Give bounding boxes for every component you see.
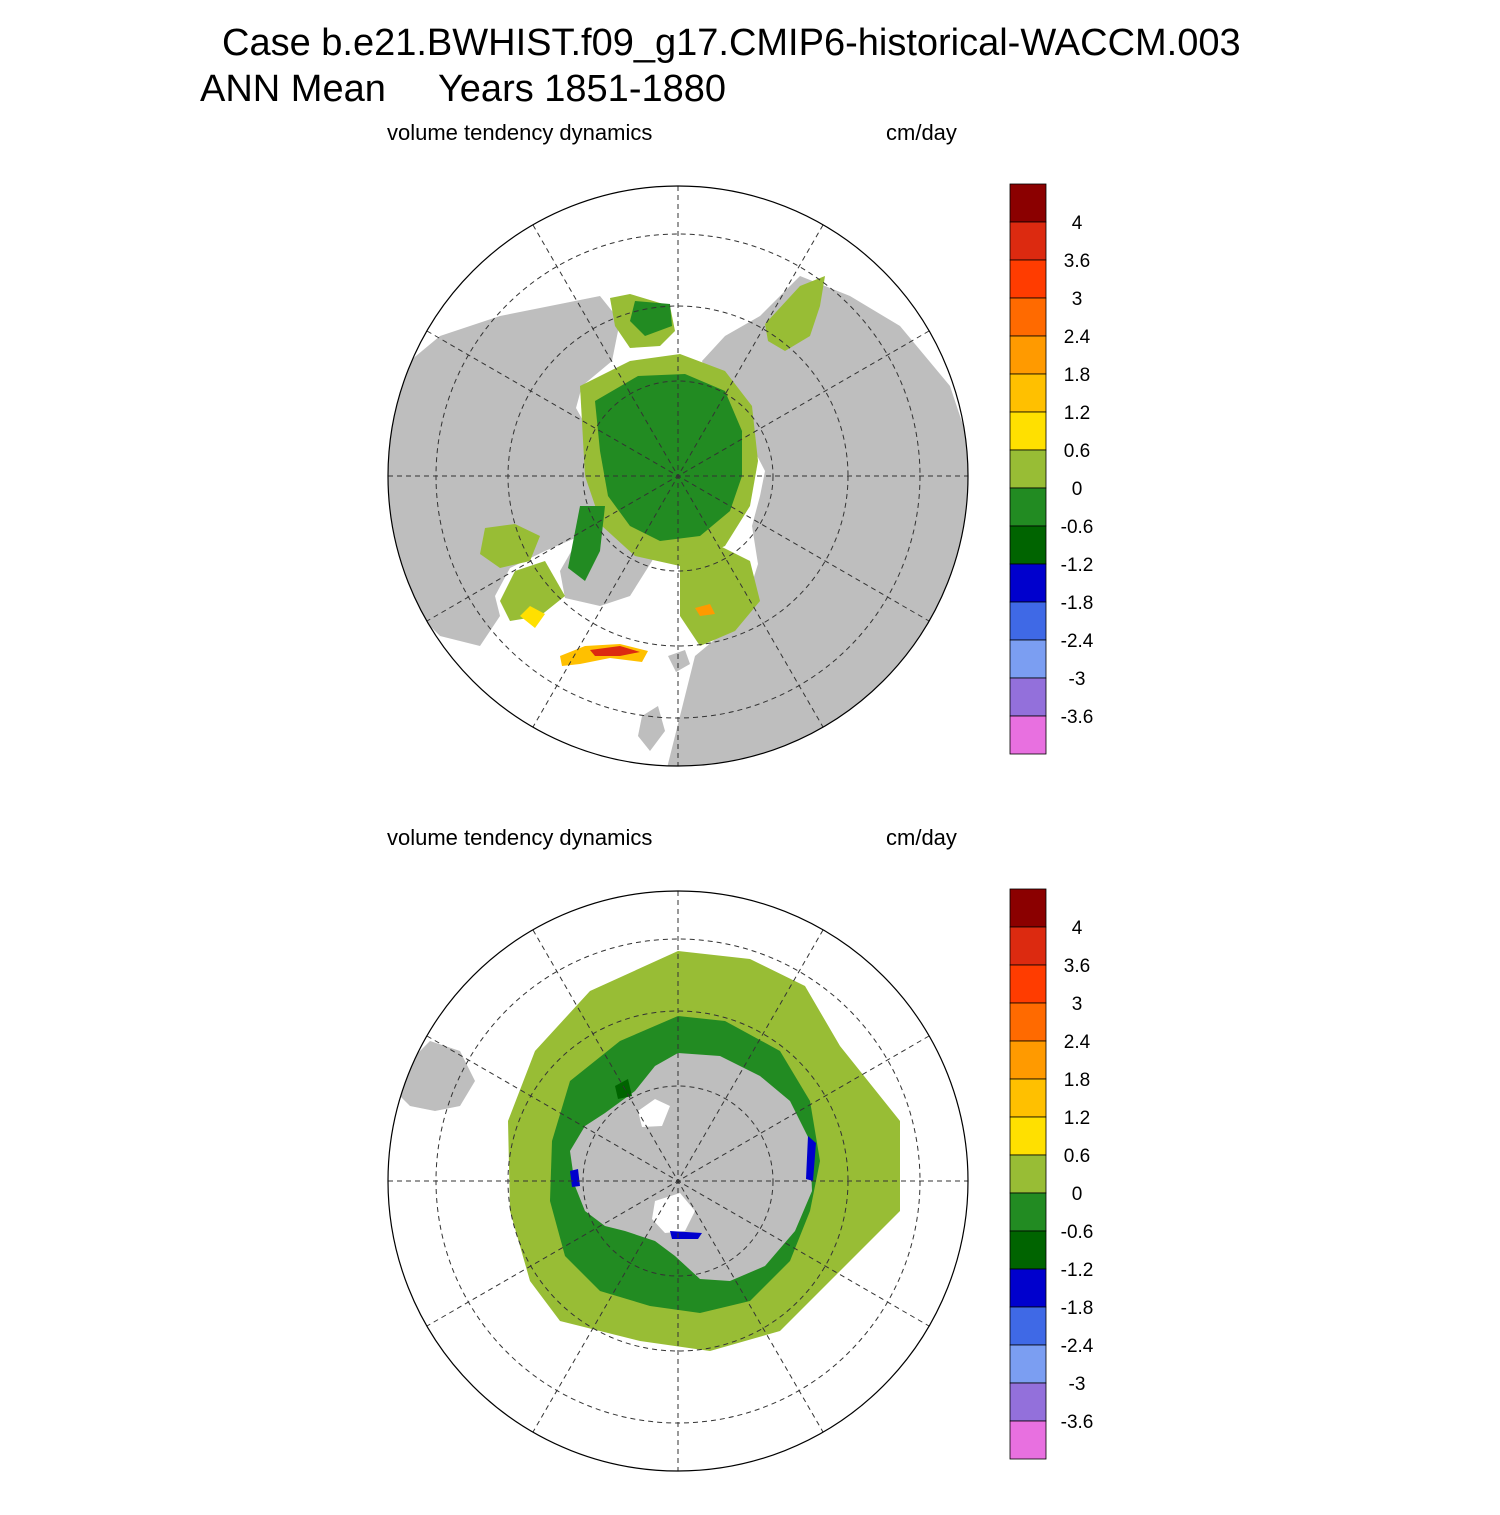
- colorbar-tick-label: 0.6: [1064, 1146, 1090, 1167]
- svalbard-positive-spot: [695, 604, 715, 616]
- colorbar-swatch: [1009, 449, 1047, 489]
- colorbar-tick-label: -3: [1069, 1374, 1086, 1395]
- barents-sea-ice: [680, 546, 760, 646]
- north-america-land: [388, 296, 620, 646]
- colorbar-tick-label: -1.8: [1061, 593, 1094, 614]
- panel-units-title: cm/day: [886, 825, 957, 850]
- antarctica-land: [570, 1053, 812, 1281]
- colorbar-tick-label: 3.6: [1064, 956, 1090, 977]
- colorbar-tick-label: 1.8: [1064, 1070, 1090, 1091]
- colorbar-swatch: [1009, 1116, 1047, 1156]
- antarctic-panel: volume tendency dynamics cm/day: [0, 815, 1500, 1515]
- colorbar-tick-label: 0.6: [1064, 441, 1090, 462]
- labrador-positive-band: [520, 606, 545, 628]
- colorbar-tick-label: 1.2: [1064, 403, 1090, 424]
- coastal-blue-band-east: [806, 1136, 816, 1181]
- colorbar-swatch: [1009, 487, 1047, 527]
- colorbar-tick-label: 2.4: [1064, 327, 1091, 348]
- colorbar-swatch: [1009, 715, 1047, 755]
- colorbar-tick-label: 1.8: [1064, 365, 1090, 386]
- colorbar-tick-label: 2.4: [1064, 1032, 1091, 1053]
- colorbar-swatch: [1009, 677, 1047, 717]
- iceland-land: [668, 650, 690, 672]
- colorbar-tick-label: 4: [1072, 213, 1083, 234]
- colorbar-tick-label: -2.4: [1061, 1336, 1094, 1357]
- hudson-bay-ice: [480, 524, 540, 568]
- colorbar-swatch: [1009, 601, 1047, 641]
- figure-title-case: Case b.e21.BWHIST.f09_g17.CMIP6-historic…: [222, 22, 1241, 64]
- colorbar-tick-label: -2.4: [1061, 631, 1094, 652]
- figure-title-period: ANN Mean Years 1851-1880: [200, 68, 727, 110]
- colorbar-tick-label: 0: [1072, 1184, 1083, 1205]
- colorbar-swatch: [1009, 1078, 1047, 1118]
- colorbar-swatch: [1009, 183, 1047, 223]
- colorbar-tick-label: -3.6: [1061, 707, 1094, 728]
- coastal-blue-band-west: [570, 1169, 580, 1187]
- colorbar-swatch: [1009, 1268, 1047, 1308]
- arctic-panel: volume tendency dynamics cm/day: [0, 110, 1500, 810]
- colorbar-tick-label: -1.8: [1061, 1298, 1094, 1319]
- colorbar-swatch: [1009, 964, 1047, 1004]
- central-arctic-ice: [595, 374, 742, 541]
- colorbar-swatch: [1009, 926, 1047, 966]
- greenland-sea-max-band: [590, 646, 640, 656]
- colorbar-swatch: [1009, 1382, 1047, 1422]
- colorbar-tick-label: 4: [1072, 918, 1083, 939]
- colorbar-swatch: [1009, 297, 1047, 337]
- panel-variable-title: volume tendency dynamics: [387, 120, 653, 145]
- colorbar-tick-label: -3.6: [1061, 1412, 1094, 1433]
- colorbar-swatch: [1009, 1002, 1047, 1042]
- colorbar-swatch: [1009, 888, 1047, 928]
- colorbar-tick-label: 3.6: [1064, 251, 1090, 272]
- labrador-sea-ice: [500, 561, 565, 621]
- colorbar-swatch: [1009, 335, 1047, 375]
- colorbar-tick-label: 1.2: [1064, 1108, 1090, 1129]
- okhotsk-sea-ice: [765, 276, 825, 351]
- colorbar-swatch: [1009, 1192, 1047, 1232]
- baffin-bay-ice: [568, 506, 605, 581]
- colorbar-tick-label: 3: [1072, 289, 1083, 310]
- panel-variable-title: volume tendency dynamics: [387, 825, 653, 850]
- colorbar-tick-label: -1.2: [1061, 555, 1094, 576]
- colorbar: 4 3.6 3 2.4 1.8 1.2 0.6 0 -0.6 -1.2 -1.8 -2.4 -3 -3.6: [1009, 888, 1094, 1460]
- colorbar-swatch: [1009, 1306, 1047, 1346]
- colorbar-tick-label: 0: [1072, 479, 1083, 500]
- colorbar-tick-label: 3: [1072, 994, 1083, 1015]
- bering-sea-ice: [630, 301, 672, 336]
- colorbar-swatch: [1009, 563, 1047, 603]
- antarctic-polar-map: [387, 890, 969, 1472]
- arctic-polar-map: [387, 185, 969, 767]
- ross-shelf: [652, 1193, 695, 1233]
- weddell-shelf: [638, 1099, 670, 1127]
- colorbar-tick-label: -3: [1069, 669, 1086, 690]
- colorbar-swatch: [1009, 221, 1047, 261]
- colorbar-swatch: [1009, 373, 1047, 413]
- colorbar-swatch: [1009, 1420, 1047, 1460]
- colorbar: 4 3.6 3 2.4 1.8 1.2 0.6 0 -0.6 -1.2 -1.8 -2.4 -3 -3.6: [1009, 183, 1094, 755]
- panel-units-title: cm/day: [886, 120, 957, 145]
- colorbar-swatch: [1009, 525, 1047, 565]
- colorbar-swatch: [1009, 1230, 1047, 1270]
- colorbar-swatch: [1009, 1154, 1047, 1194]
- colorbar-swatch: [1009, 259, 1047, 299]
- colorbar-tick-label: -0.6: [1061, 517, 1094, 538]
- colorbar-tick-label: -0.6: [1061, 1222, 1094, 1243]
- colorbar-swatch: [1009, 1040, 1047, 1080]
- colorbar-tick-label: -1.2: [1061, 1260, 1094, 1281]
- colorbar-swatch: [1009, 411, 1047, 451]
- colorbar-swatch: [1009, 639, 1047, 679]
- colorbar-swatch: [1009, 1344, 1047, 1384]
